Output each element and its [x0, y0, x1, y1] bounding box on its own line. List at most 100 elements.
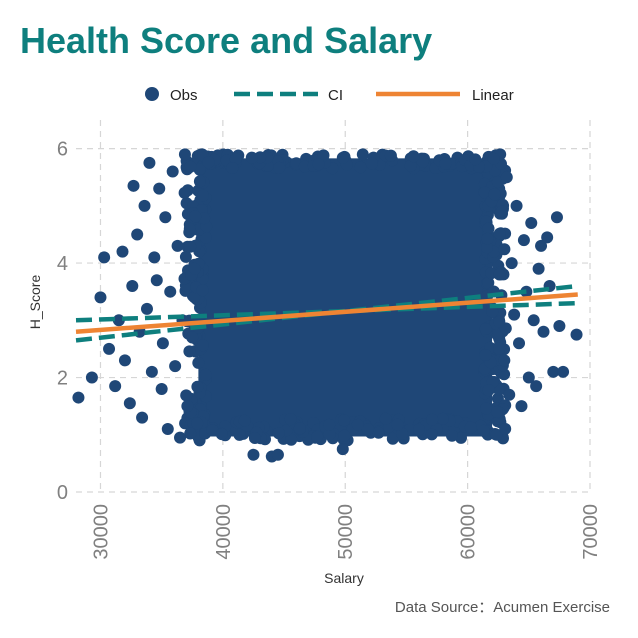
- cluster-point: [404, 159, 417, 172]
- cluster-point: [336, 151, 349, 164]
- cluster-point: [184, 160, 197, 173]
- cluster-point: [248, 432, 261, 444]
- cluster-point: [493, 315, 506, 328]
- cluster-point: [446, 429, 458, 442]
- cluster-point: [436, 412, 449, 425]
- data-point: [271, 448, 284, 461]
- data-point: [112, 314, 125, 327]
- data-point: [527, 314, 540, 327]
- data-source-note: Data Source：Acumen Exercise: [394, 599, 610, 616]
- ci-lower-line: [75, 283, 579, 343]
- cluster-point: [273, 161, 286, 174]
- cluster-point: [312, 158, 325, 171]
- data-point: [159, 211, 172, 224]
- cluster-point: [491, 328, 504, 341]
- data-point: [140, 302, 153, 315]
- cluster-point: [481, 232, 494, 245]
- data-point: [138, 199, 151, 212]
- cluster-point: [482, 276, 495, 289]
- legend-ci-label: CI: [328, 87, 343, 104]
- data-point: [171, 239, 184, 252]
- cluster-point: [285, 433, 298, 446]
- data-point: [515, 400, 528, 413]
- data-point: [127, 179, 140, 192]
- data-point: [513, 337, 526, 350]
- cluster-point: [199, 231, 212, 244]
- cluster-point: [194, 163, 206, 175]
- chart-title: Health Score and Salary: [20, 20, 433, 61]
- cluster-point: [198, 212, 211, 225]
- cluster-point: [479, 323, 492, 335]
- data-point: [103, 342, 116, 355]
- cluster-body: [198, 158, 493, 437]
- data-point: [247, 448, 260, 461]
- cluster-point: [199, 368, 212, 381]
- cluster-point: [184, 240, 197, 253]
- data-point: [123, 397, 136, 410]
- cluster-point: [479, 349, 492, 361]
- cluster-point: [487, 152, 500, 165]
- cluster-point: [226, 162, 239, 174]
- axis-ticks: 0 2 4 6 30000 40000 50000 60000 70000: [57, 139, 602, 560]
- cluster-point: [356, 148, 369, 161]
- data-point: [505, 257, 518, 270]
- cluster-point: [196, 284, 209, 297]
- x-tick-label: 30000: [90, 504, 112, 560]
- cluster-point: [238, 414, 251, 427]
- y-tick-label: 6: [57, 139, 68, 161]
- data-point: [541, 231, 554, 244]
- cluster-point: [206, 424, 219, 437]
- data-point: [500, 171, 513, 184]
- cluster-point: [396, 427, 408, 440]
- data-point: [143, 156, 156, 169]
- cluster-point: [311, 430, 324, 443]
- data-point: [547, 365, 560, 378]
- data-point: [150, 274, 163, 287]
- cluster-point: [407, 150, 420, 163]
- cluster-point: [490, 428, 503, 441]
- cluster-point: [379, 412, 392, 425]
- cluster-point: [179, 250, 192, 263]
- linear-fit-line: [75, 292, 578, 334]
- cluster-point: [493, 342, 506, 355]
- y-axis-label: H_Score: [27, 275, 43, 330]
- data-point: [161, 423, 174, 436]
- y-tick-label: 4: [57, 253, 68, 275]
- cluster-point: [480, 402, 493, 415]
- cluster-point: [293, 422, 306, 435]
- legend-linear-label: Linear: [472, 87, 514, 104]
- data-point: [118, 354, 131, 367]
- data-point: [153, 182, 166, 195]
- cluster-point: [482, 384, 495, 397]
- cluster-point: [391, 418, 404, 431]
- cluster-point: [193, 175, 206, 188]
- cluster-point: [482, 222, 495, 235]
- cluster-point: [272, 427, 285, 440]
- cluster-point: [245, 151, 258, 164]
- cluster-point: [499, 422, 512, 435]
- cluster-point: [323, 418, 336, 431]
- cluster-point: [354, 161, 367, 174]
- cluster-point: [493, 227, 506, 240]
- cluster-point: [365, 157, 378, 170]
- data-point: [532, 262, 545, 275]
- cluster-point: [498, 243, 511, 256]
- data-point: [109, 380, 122, 393]
- cluster-point: [439, 157, 452, 170]
- cluster-point: [298, 160, 311, 173]
- y-tick-label: 0: [57, 482, 68, 504]
- data-point: [116, 245, 129, 258]
- data-point: [174, 431, 187, 444]
- data-point: [145, 365, 158, 378]
- cluster-point: [188, 291, 201, 304]
- data-point: [493, 268, 506, 281]
- data-point: [94, 291, 107, 304]
- cluster-point: [197, 189, 209, 202]
- data-point: [186, 331, 199, 344]
- cluster-point: [338, 429, 351, 442]
- data-point: [498, 354, 511, 367]
- legend-obs-label: Obs: [170, 87, 198, 104]
- observation-cluster: [178, 148, 512, 447]
- cluster-point: [481, 241, 493, 254]
- legend-obs-marker: [145, 87, 159, 101]
